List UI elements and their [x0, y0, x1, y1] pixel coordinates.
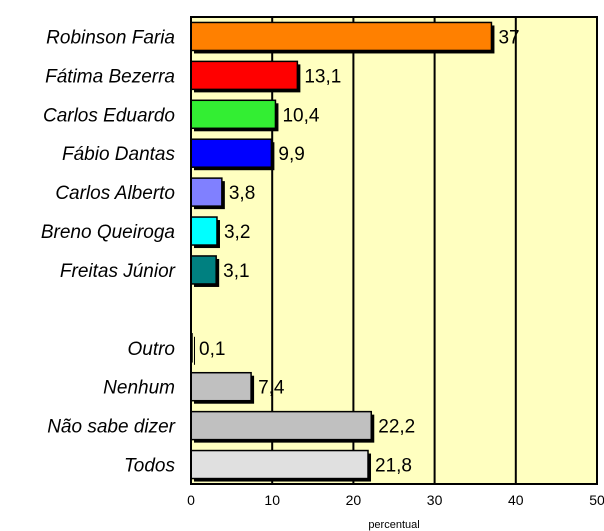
category-label: Carlos Eduardo — [43, 105, 175, 126]
plot-background — [191, 17, 597, 484]
data-label: 13,1 — [304, 66, 341, 87]
bar — [190, 99, 277, 130]
category-label: Freitas Júnior — [60, 261, 176, 282]
bar — [190, 410, 373, 441]
data-label: 3,1 — [223, 261, 249, 282]
data-label: 21,8 — [375, 456, 412, 477]
bar — [190, 371, 252, 402]
x-tick-label: 30 — [427, 492, 443, 508]
x-tick-label: 20 — [346, 492, 362, 508]
category-label: Nenhum — [103, 378, 175, 399]
value-labels: 37 13,1 10,4 9,9 3,8 3,2 3,1 0,1 7,4 22,2 21,8 — [199, 27, 520, 476]
category-label: Não sabe dizer — [47, 417, 175, 438]
x-axis-title: percentual — [368, 519, 419, 531]
data-label: 7,4 — [258, 378, 285, 399]
plot-frame — [190, 16, 598, 485]
x-axis-ticks: 0 10 20 30 40 50 — [187, 492, 604, 508]
x-tick-label: 50 — [589, 492, 604, 508]
bar — [190, 449, 369, 480]
bar — [190, 216, 218, 246]
category-labels: Robinson Faria Fátima Bezerra Carlos Eduar… — [41, 27, 176, 476]
bar-shadow — [194, 336, 195, 365]
x-tick-label: 40 — [508, 492, 524, 508]
category-label: Carlos Alberto — [55, 183, 175, 204]
category-label: Breno Queiroga — [41, 222, 175, 243]
data-label: 9,9 — [278, 144, 304, 165]
bar — [190, 255, 217, 285]
category-label: Robinson Faria — [46, 27, 175, 48]
bar — [190, 60, 299, 91]
bar — [190, 138, 273, 168]
data-label: 3,2 — [224, 222, 250, 243]
data-label: 22,2 — [378, 417, 415, 438]
category-label: Fábio Dantas — [62, 144, 176, 165]
bar — [190, 21, 493, 52]
data-label: 10,4 — [282, 105, 319, 126]
category-label: Outro — [127, 339, 175, 360]
category-label: Fátima Bezerra — [45, 66, 175, 87]
category-label: Todos — [124, 456, 176, 477]
data-label: 0,1 — [199, 339, 225, 360]
gridlines — [271, 17, 517, 484]
bar — [190, 177, 223, 207]
data-label: 37 — [498, 27, 519, 48]
x-tick-label: 0 — [187, 492, 195, 508]
bars — [190, 21, 495, 482]
data-label: 3,8 — [229, 183, 255, 204]
x-tick-label: 10 — [264, 492, 280, 508]
